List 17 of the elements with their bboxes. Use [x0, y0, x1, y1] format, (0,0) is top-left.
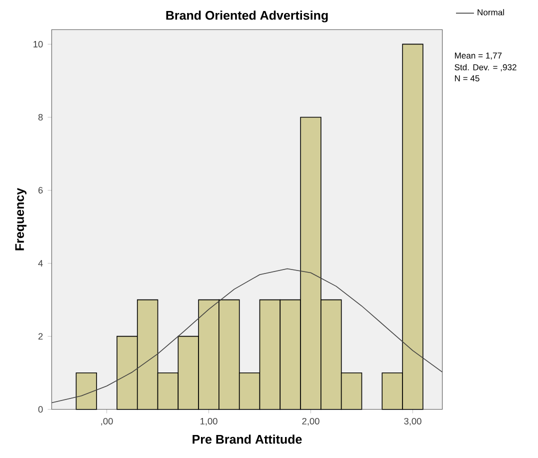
text: Std. Dev. = ,932 — [454, 64, 516, 72]
x-axis-title: Pre Brand Attitude — [192, 434, 302, 444]
y-tick-label: 2 — [38, 333, 43, 340]
x-tick-label: 3,00 — [404, 418, 422, 426]
y-tick-label: 0 — [38, 406, 43, 413]
x-tick-label: 2,00 — [302, 418, 320, 426]
text: Mean = 1,77 — [455, 52, 502, 60]
x-tick-label: 1,00 — [200, 418, 218, 426]
y-tick-label: 10 — [34, 41, 43, 48]
y-axis-title: Frequency — [15, 188, 26, 250]
y-tick-label: 8 — [38, 114, 43, 121]
y-tick-label: 6 — [38, 187, 43, 194]
chart-title: Brand Oriented Advertising — [166, 10, 328, 22]
y-tick-label: 4 — [38, 260, 43, 267]
x-tick-label: ,00 — [101, 418, 113, 426]
legend-label: Normal — [478, 9, 504, 16]
text: N = 45 — [455, 76, 480, 82]
